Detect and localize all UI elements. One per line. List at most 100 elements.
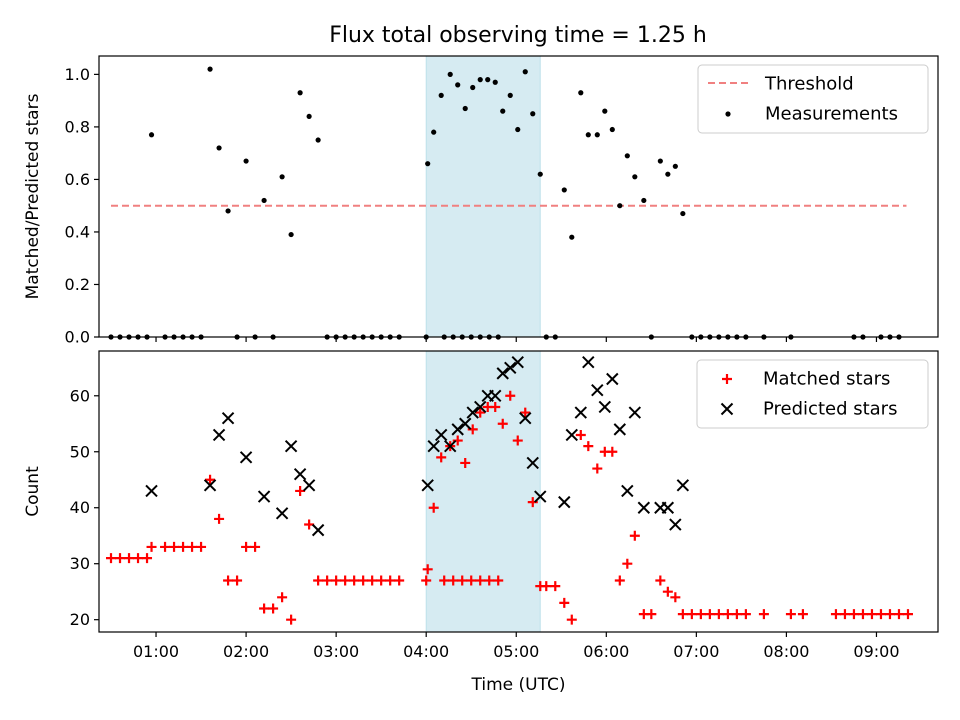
measurement-point <box>632 174 638 180</box>
matched-star-point <box>124 553 135 564</box>
predicted-star-point <box>558 495 571 509</box>
matched-star-point <box>232 575 243 586</box>
top-y-axis-label: Matched/Predicted stars <box>23 93 43 299</box>
matched-star-point <box>436 452 447 463</box>
matched-star-point <box>376 575 387 586</box>
predicted-star-point <box>427 439 440 453</box>
matched-star-point <box>178 541 189 552</box>
matched-star-point <box>422 564 433 575</box>
measurement-point <box>447 71 453 77</box>
predicted-star-point <box>203 479 217 492</box>
predicted-star-point <box>434 428 448 442</box>
predicted-star-point <box>582 355 595 369</box>
measurement-point <box>624 153 630 159</box>
matched-star-point <box>614 575 625 586</box>
measurement-point <box>657 158 663 164</box>
top-y-tick-label: 0.0 <box>65 328 90 347</box>
matched-star-point <box>629 530 640 541</box>
top-y-tick-label: 0.2 <box>65 275 90 294</box>
bottom-ticks: 20 30 40 50 60 01:00 02:00 03:00 04:00 05:00 06:00… <box>70 386 900 661</box>
measurement-point <box>315 137 321 143</box>
matched-star-point <box>394 575 405 586</box>
matched-star-point <box>520 407 531 418</box>
measurement-point <box>288 231 294 238</box>
matched-star-point <box>884 609 895 620</box>
top-axes-frame <box>98 55 939 338</box>
measurement-point <box>507 92 513 98</box>
predicted-star-point <box>591 383 604 397</box>
matched-star-point <box>286 614 297 625</box>
x-tick-label: 06:00 <box>583 642 629 661</box>
predicted-star-point <box>519 411 532 425</box>
matched-star-point <box>349 575 360 586</box>
bottom-y-axis-label: Count <box>23 466 43 517</box>
matched-star-point <box>428 502 439 513</box>
count-points <box>106 355 913 625</box>
predicted-star-point <box>511 355 524 369</box>
matched-star-point <box>505 390 516 401</box>
predicted-star-point <box>459 417 472 430</box>
matched-star-point <box>875 609 886 620</box>
bottom-axes: 20 30 40 50 60 01:00 02:00 03:00 04:00 05:00 06:00… <box>23 350 939 695</box>
x-axis-label: Time (UTC) <box>471 675 566 695</box>
top-ticks: 0.0 0.2 0.4 0.6 0.8 1.0 <box>65 65 878 347</box>
predicted-star-point <box>526 456 539 470</box>
matched-star-point <box>367 575 378 586</box>
matched-star-point <box>758 609 769 620</box>
matched-star-point <box>797 609 808 620</box>
matched-star-point <box>646 609 657 620</box>
measurement-point <box>225 208 231 214</box>
x-tick-label: 01:00 <box>133 642 179 661</box>
predicted-star-point <box>284 439 298 453</box>
matched-star-point <box>268 603 279 614</box>
predicted-star-point <box>257 490 271 503</box>
predicted-star-point <box>676 479 690 492</box>
predicted-star-point <box>466 406 479 419</box>
measurement-point <box>680 210 686 217</box>
matched-star-point <box>527 497 538 508</box>
predicted-star-point <box>293 467 307 481</box>
measurement-point <box>569 234 575 240</box>
predicted-star-point <box>661 501 675 514</box>
x-tick-label: 07:00 <box>673 642 719 661</box>
measurement-point <box>306 113 312 120</box>
matched-star-point <box>713 609 724 620</box>
matched-star-point <box>740 609 751 620</box>
matched-star-point <box>259 603 270 614</box>
measurement-point <box>261 197 267 204</box>
legend-predicted-label: Predicted stars <box>763 399 897 420</box>
predicted-star-point <box>474 400 487 414</box>
measurement-point <box>207 66 213 72</box>
predicted-star-point <box>489 389 502 402</box>
predicted-star-point <box>534 490 547 503</box>
predicted-star-point <box>444 439 457 453</box>
predicted-star-point <box>613 423 627 436</box>
bottom-y-tick-label: 60 <box>70 386 90 405</box>
measurement-point <box>148 132 155 138</box>
matched-star-point <box>583 441 594 452</box>
matched-star-point <box>169 541 180 552</box>
matched-star-point <box>313 575 324 586</box>
matched-star-point <box>512 435 523 446</box>
predicted-star-point <box>565 428 578 442</box>
matched-star-point <box>295 485 306 496</box>
matched-star-point <box>187 541 198 552</box>
matched-star-point <box>460 457 471 468</box>
measurement-point <box>216 145 222 151</box>
matched-star-point <box>142 553 153 564</box>
legend-threshold-label: Threshold <box>764 74 854 95</box>
bottom-y-tick-label: 30 <box>70 554 90 573</box>
matched-star-point <box>475 407 486 418</box>
top-y-tick-label: 1.0 <box>65 65 90 84</box>
predicted-star-point <box>221 411 235 425</box>
top-y-tick-label: 0.4 <box>65 222 90 241</box>
measurement-point <box>470 84 476 91</box>
predicted-star-point <box>504 361 517 375</box>
top-observing-window <box>425 55 541 338</box>
predicted-star-point <box>621 484 634 498</box>
measurement-point <box>500 108 506 114</box>
predicted-star-point <box>669 518 682 531</box>
matched-star-point <box>695 609 706 620</box>
measurement-point <box>602 108 608 114</box>
measurement-point <box>462 105 468 112</box>
